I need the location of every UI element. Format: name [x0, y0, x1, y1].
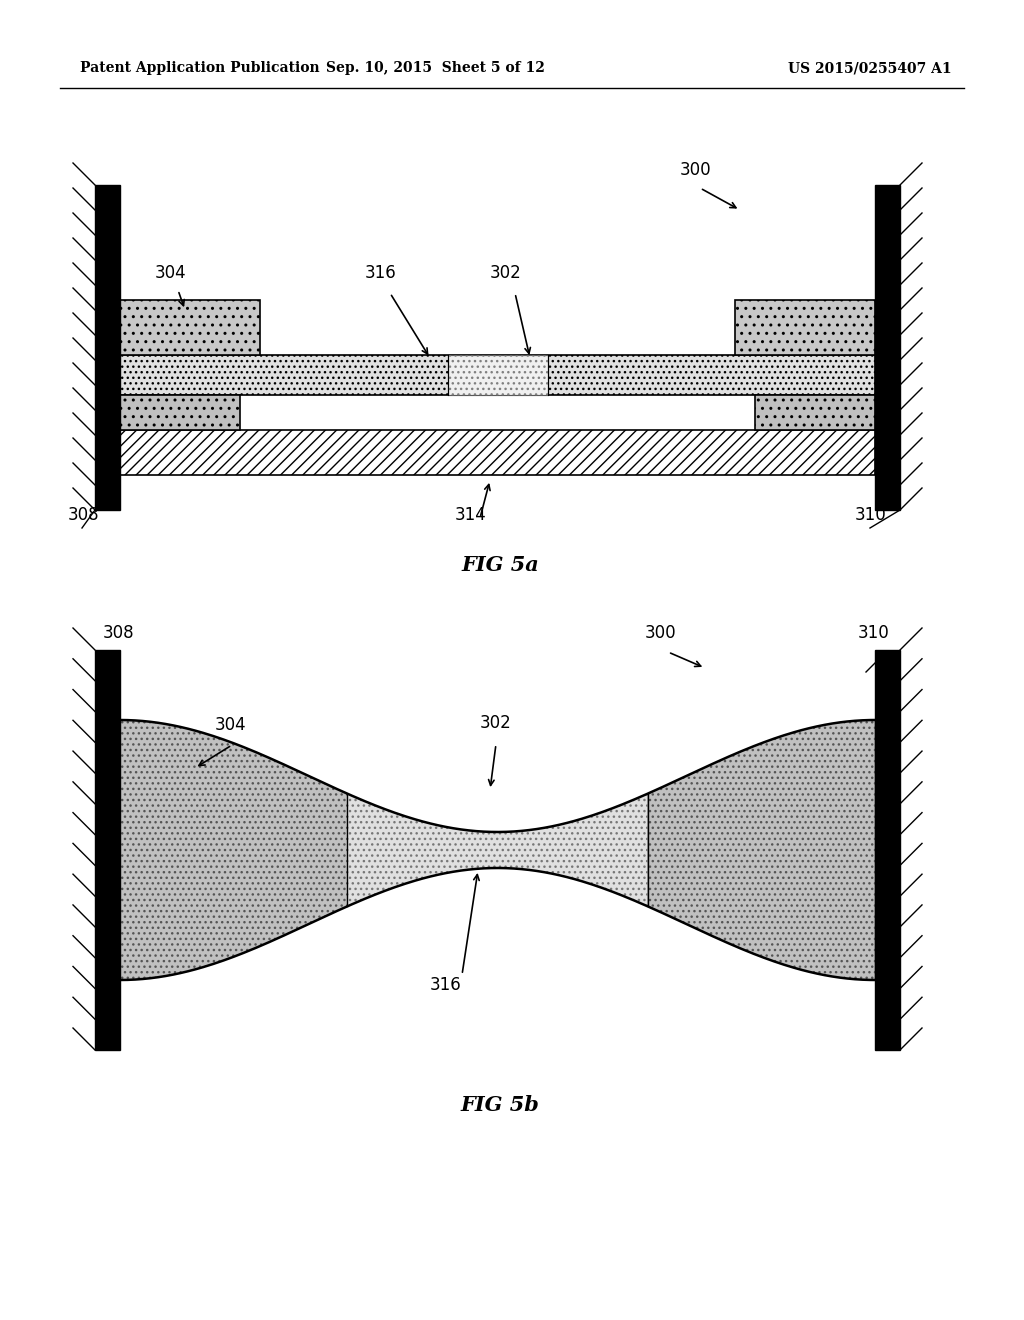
- Text: 302: 302: [480, 714, 512, 733]
- Bar: [120, 430, 874, 475]
- Bar: [447, 355, 548, 395]
- Bar: [120, 355, 874, 395]
- Text: Patent Application Publication: Patent Application Publication: [80, 61, 319, 75]
- Text: 306: 306: [200, 401, 231, 418]
- Text: 308: 308: [68, 506, 99, 524]
- Bar: [735, 300, 874, 355]
- Text: 300: 300: [645, 624, 677, 642]
- Bar: [95, 649, 120, 1049]
- Text: 314: 314: [455, 506, 486, 524]
- Text: FIG 5a: FIG 5a: [461, 554, 539, 576]
- Bar: [874, 649, 900, 1049]
- Polygon shape: [347, 793, 648, 907]
- Text: 304: 304: [155, 264, 186, 282]
- Bar: [120, 300, 260, 355]
- Bar: [120, 395, 240, 430]
- Polygon shape: [120, 719, 874, 979]
- Text: 310: 310: [858, 624, 890, 642]
- Bar: [874, 185, 900, 510]
- Text: 300: 300: [680, 161, 712, 180]
- Text: 302: 302: [490, 264, 522, 282]
- Bar: [755, 395, 874, 430]
- Bar: [447, 355, 548, 395]
- Text: 304: 304: [215, 715, 247, 734]
- Text: Sep. 10, 2015  Sheet 5 of 12: Sep. 10, 2015 Sheet 5 of 12: [326, 61, 545, 75]
- Bar: [95, 185, 120, 510]
- Text: FIG 5b: FIG 5b: [461, 1096, 540, 1115]
- Text: 316: 316: [430, 975, 462, 994]
- Text: 310: 310: [855, 506, 887, 524]
- Text: 316: 316: [365, 264, 396, 282]
- Text: 308: 308: [103, 624, 134, 642]
- Text: US 2015/0255407 A1: US 2015/0255407 A1: [788, 61, 952, 75]
